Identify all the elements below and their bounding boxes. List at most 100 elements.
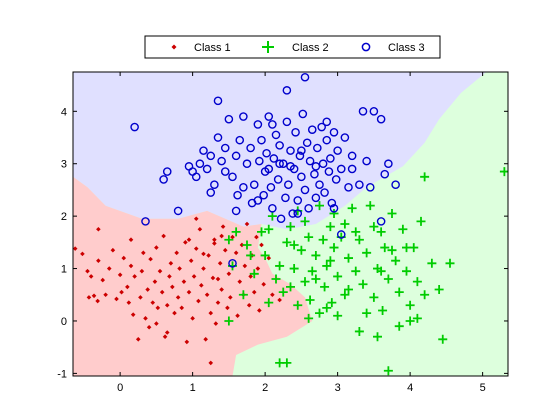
point-class-3 xyxy=(327,198,337,208)
point-class-2 xyxy=(427,258,437,268)
point-class-1 xyxy=(106,266,112,271)
point-class-3 xyxy=(293,196,303,205)
point-class-3 xyxy=(298,109,308,119)
point-class-1 xyxy=(228,295,233,300)
point-class-2 xyxy=(362,248,372,258)
point-class-2 xyxy=(238,290,248,300)
point-class-1 xyxy=(157,268,163,274)
point-class-1 xyxy=(193,246,199,251)
point-class-1 xyxy=(125,284,130,290)
point-class-1 xyxy=(206,253,211,258)
point-class-2 xyxy=(242,240,252,250)
point-class-3 xyxy=(295,151,305,161)
point-class-1 xyxy=(254,234,259,240)
x-tick-label: 0 xyxy=(117,382,123,394)
point-class-3 xyxy=(235,135,245,145)
point-class-1 xyxy=(244,221,250,227)
point-class-3 xyxy=(195,159,205,169)
point-class-3 xyxy=(376,217,386,226)
point-class-3 xyxy=(224,114,234,124)
point-class-3 xyxy=(278,159,288,169)
point-class-1 xyxy=(154,245,159,250)
point-class-3 xyxy=(331,175,341,184)
point-class-3 xyxy=(300,185,310,195)
point-class-2 xyxy=(333,271,343,281)
point-class-2 xyxy=(499,167,508,177)
point-class-1 xyxy=(86,295,92,300)
point-class-3 xyxy=(275,159,284,169)
point-class-3 xyxy=(297,172,306,182)
point-class-3 xyxy=(284,180,293,189)
point-class-1 xyxy=(177,266,182,271)
point-class-2 xyxy=(231,227,241,237)
point-class-3 xyxy=(344,183,353,192)
point-class-2 xyxy=(362,308,372,318)
point-class-1 xyxy=(237,279,243,284)
legend-item-class-1: Class 1 xyxy=(171,42,231,54)
point-class-2 xyxy=(224,316,234,326)
point-class-3 xyxy=(340,133,350,142)
point-class-1 xyxy=(150,300,156,305)
point-class-1 xyxy=(246,302,252,308)
point-class-3 xyxy=(326,154,335,163)
legend-label-class-3: Class 3 xyxy=(388,42,425,54)
point-class-2 xyxy=(358,279,368,289)
point-class-2 xyxy=(246,250,256,260)
point-class-3 xyxy=(257,135,266,145)
point-class-1 xyxy=(201,266,206,271)
point-class-1 xyxy=(210,275,216,281)
point-class-3 xyxy=(358,107,368,116)
point-class-3 xyxy=(173,206,183,216)
point-class-1 xyxy=(230,234,235,240)
point-class-1 xyxy=(183,240,188,245)
y-tick-label: 2 xyxy=(61,211,67,223)
point-class-2 xyxy=(329,243,339,253)
point-class-2 xyxy=(260,250,270,260)
point-class-1 xyxy=(257,308,262,313)
point-class-3 xyxy=(320,188,329,197)
point-class-2 xyxy=(412,313,422,323)
y-tick-label: 4 xyxy=(61,106,67,118)
point-class-2 xyxy=(365,201,375,211)
point-class-2 xyxy=(249,269,259,279)
point-class-1 xyxy=(266,255,272,261)
point-class-3 xyxy=(273,175,283,184)
point-class-1 xyxy=(259,242,264,248)
point-class-1 xyxy=(190,316,195,321)
point-class-1 xyxy=(161,233,166,239)
point-class-2 xyxy=(394,321,404,331)
series-2 xyxy=(224,167,508,376)
legend-label-class-2: Class 2 xyxy=(292,42,329,54)
point-class-1 xyxy=(148,256,153,262)
point-class-2 xyxy=(300,216,310,226)
point-class-3 xyxy=(376,114,386,124)
legend-box xyxy=(144,35,441,59)
point-class-3 xyxy=(246,143,255,153)
point-class-2 xyxy=(315,201,324,211)
legend-item-class-2: Class 2 xyxy=(262,41,329,54)
point-class-3 xyxy=(369,107,379,116)
point-class-1 xyxy=(179,305,185,311)
point-class-2 xyxy=(351,227,361,237)
point-class-1 xyxy=(201,251,206,257)
point-class-2 xyxy=(369,292,379,302)
point-class-2 xyxy=(322,303,332,313)
point-class-3 xyxy=(291,127,300,137)
point-class-1 xyxy=(96,226,101,232)
point-class-3 xyxy=(213,96,223,106)
point-class-3 xyxy=(159,175,168,184)
point-class-1 xyxy=(121,255,127,261)
point-class-1 xyxy=(242,263,248,269)
point-class-1 xyxy=(159,289,165,295)
point-class-1 xyxy=(225,305,230,311)
point-class-3 xyxy=(253,196,263,205)
point-class-2 xyxy=(320,282,330,292)
point-class-3 xyxy=(380,169,390,179)
x-tick-label: 3 xyxy=(335,382,341,394)
legend: Class 1 Class 2 Class 3 xyxy=(144,35,441,59)
series-3 xyxy=(130,72,400,268)
point-class-1 xyxy=(235,313,240,319)
legend-marker-dot xyxy=(171,44,177,50)
point-class-3 xyxy=(322,117,332,127)
point-class-1 xyxy=(128,237,134,243)
